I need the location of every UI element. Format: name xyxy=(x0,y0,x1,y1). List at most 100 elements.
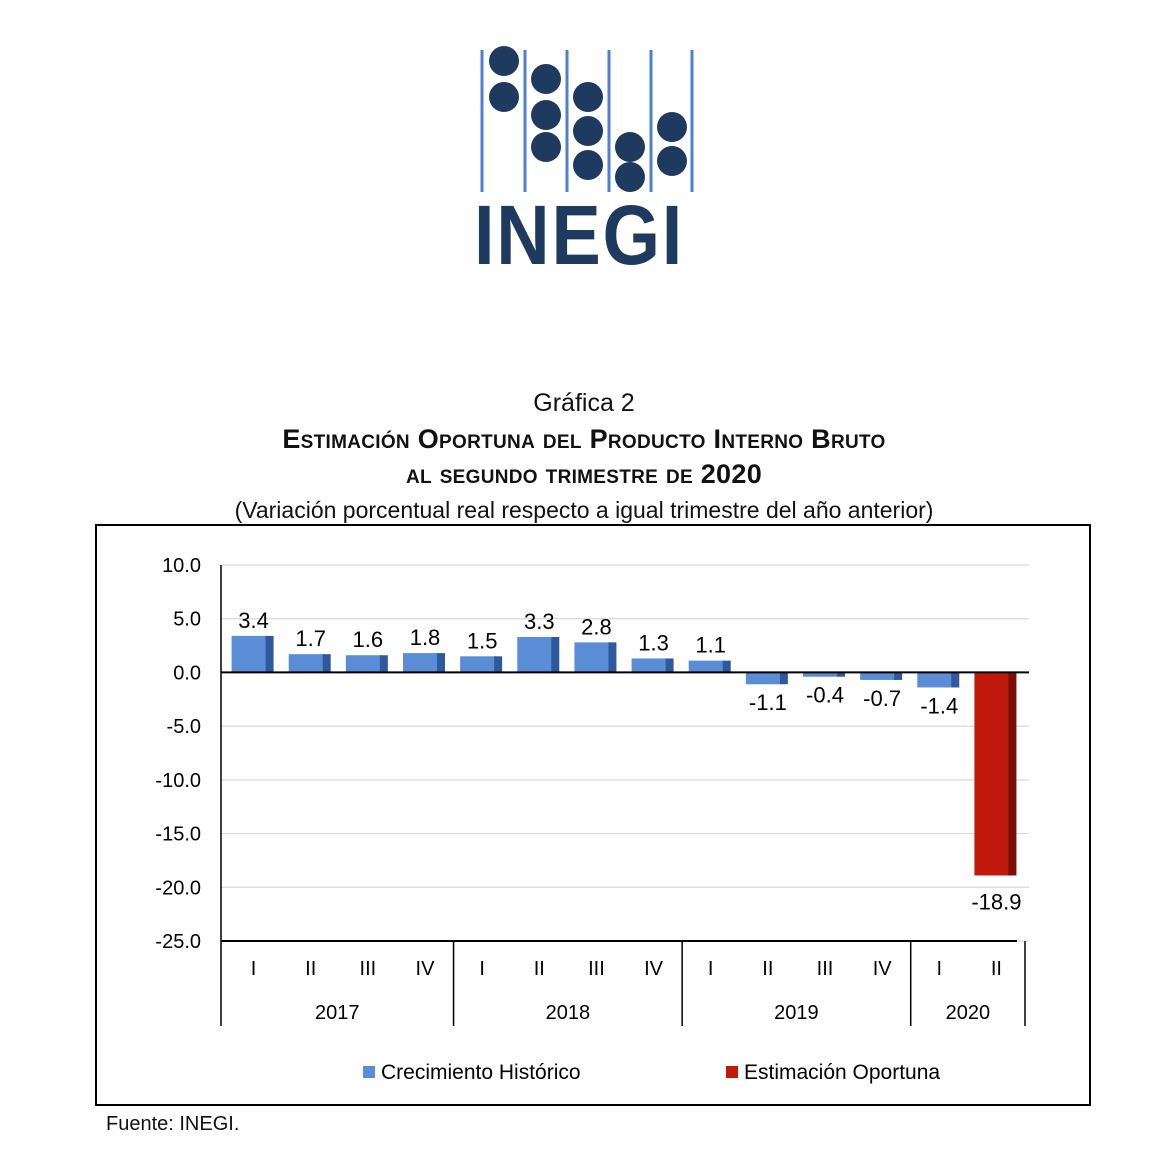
y-tick-label: -15.0 xyxy=(155,824,201,846)
inegi-logo-mark xyxy=(480,46,694,192)
bar-face xyxy=(403,653,439,673)
logo-dot xyxy=(531,100,561,130)
data-label: -0.7 xyxy=(863,686,901,711)
bar-4 xyxy=(403,653,445,673)
bar-face xyxy=(460,656,497,673)
logo-dot xyxy=(657,146,687,176)
data-label: 1.6 xyxy=(353,627,384,652)
year-label: 2018 xyxy=(546,1002,591,1024)
bar-face xyxy=(917,672,954,688)
x-tick-label: I xyxy=(479,958,485,980)
data-label: 1.8 xyxy=(410,625,441,650)
bar-face xyxy=(803,672,839,677)
bar-10 xyxy=(745,672,788,685)
bar-side xyxy=(779,672,788,685)
x-tick-label: I xyxy=(251,958,257,980)
bar-1 xyxy=(231,635,274,673)
bar-face xyxy=(231,635,268,673)
logo-dot xyxy=(489,82,519,112)
y-tick-label: 10.0 xyxy=(162,555,201,577)
logo-line xyxy=(649,50,653,192)
logo-dot xyxy=(573,82,603,112)
legend-label: Estimación Oportuna xyxy=(744,1061,940,1084)
bar-13 xyxy=(917,672,960,688)
legend: Crecimiento Histórico Estimación Oportuna xyxy=(363,1061,940,1084)
bar-side xyxy=(894,672,903,680)
x-tick-label: III xyxy=(588,958,605,980)
data-label: 1.1 xyxy=(695,633,726,658)
bar-12 xyxy=(860,672,903,680)
logo-dot xyxy=(489,46,519,76)
logo-line xyxy=(565,50,569,192)
legend-label: Crecimiento Histórico xyxy=(381,1061,581,1084)
x-tick-label: III xyxy=(360,958,377,980)
logo-dot xyxy=(531,132,561,162)
data-label: -0.4 xyxy=(806,683,844,708)
legend-swatch xyxy=(726,1066,738,1078)
bar-7 xyxy=(574,642,617,673)
bar-14 xyxy=(974,672,1017,876)
bar-side xyxy=(608,642,617,673)
bar-face xyxy=(574,642,611,673)
x-tick-label: I xyxy=(937,958,943,980)
bar-side xyxy=(1008,672,1017,876)
logo-dot xyxy=(531,64,561,94)
x-tick-label: II xyxy=(534,958,545,980)
bar-side xyxy=(951,672,960,688)
chart-label: Gráfica 2 xyxy=(533,389,635,417)
y-tick-label: -20.0 xyxy=(155,877,201,899)
bar-side xyxy=(551,636,560,673)
year-label: 2017 xyxy=(315,1002,360,1024)
legend-swatch xyxy=(363,1066,375,1078)
bar-face xyxy=(974,672,1011,876)
logo-dot xyxy=(657,112,687,142)
bar-side xyxy=(722,660,731,673)
legend-entry-estimacion: Estimación Oportuna xyxy=(726,1061,940,1084)
bar-8 xyxy=(631,658,674,673)
data-label: 2.8 xyxy=(581,614,612,639)
bar-face xyxy=(688,660,725,673)
x-tick-label: IV xyxy=(873,958,893,980)
chart-frame: 10.0 5.0 0.0 -5.0 -10.0 -15.0 -20.0 -25.0 3.4 1.7… xyxy=(95,524,1091,1106)
logo-dot xyxy=(573,116,603,146)
data-label: -1.1 xyxy=(749,690,787,715)
bar-face xyxy=(517,636,554,673)
logo-dot xyxy=(615,162,645,192)
y-tick-label: -5.0 xyxy=(167,716,201,738)
bar-11 xyxy=(803,672,845,677)
bar-chart: 10.0 5.0 0.0 -5.0 -10.0 -15.0 -20.0 -25.0 3.4 1.7… xyxy=(155,555,1029,1084)
bar-face xyxy=(631,658,668,673)
y-tick-label: -25.0 xyxy=(155,931,201,953)
data-label: 1.5 xyxy=(467,628,498,653)
bar-3 xyxy=(345,655,388,673)
logo-line xyxy=(480,50,484,192)
y-tick-label: -10.0 xyxy=(155,770,201,792)
bar-5 xyxy=(460,656,503,673)
chart-title-line1: Estimación Oportuna del Producto Interno… xyxy=(282,424,886,454)
logo-line xyxy=(607,50,611,192)
bar-side xyxy=(665,658,674,673)
chart-title-line2: al segundo trimestre de 2020 xyxy=(405,459,763,489)
bar-side xyxy=(437,653,445,673)
inegi-logo xyxy=(470,45,700,280)
year-label: 2020 xyxy=(946,1002,991,1024)
data-label: 1.3 xyxy=(638,630,669,655)
bar-9 xyxy=(688,660,731,673)
legend-entry-historico: Crecimiento Histórico xyxy=(363,1061,581,1084)
data-label: 1.7 xyxy=(295,626,326,651)
logo-line xyxy=(690,50,694,192)
x-tick-label: II xyxy=(991,958,1002,980)
data-label: -1.4 xyxy=(920,693,958,718)
logo-dot xyxy=(615,132,645,162)
y-tick-label: 5.0 xyxy=(173,609,201,631)
bar-side xyxy=(265,635,274,673)
chart-subtitle: (Variación porcentual real respecto a ig… xyxy=(234,497,934,523)
source-note: Fuente: INEGI. xyxy=(106,1113,240,1135)
bar-side xyxy=(837,672,845,677)
x-tick-label: IV xyxy=(416,958,436,980)
bar-side xyxy=(494,656,503,673)
bar-6 xyxy=(517,636,560,673)
y-tick-label: 0.0 xyxy=(173,662,201,684)
bar-face xyxy=(745,672,782,685)
x-tick-label: IV xyxy=(644,958,664,980)
